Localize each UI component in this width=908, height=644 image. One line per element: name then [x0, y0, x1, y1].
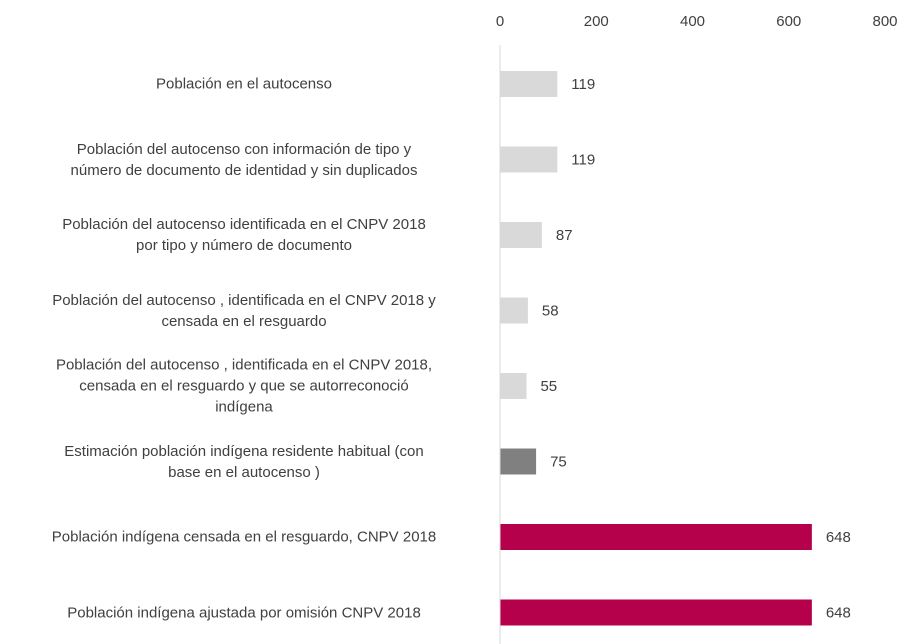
category-label: Población del autocenso , identificada e… — [55, 356, 433, 416]
bar — [500, 297, 528, 324]
value-label: 648 — [826, 529, 851, 546]
bar — [500, 448, 537, 475]
category-label: Población indígena censada en el resguar… — [51, 528, 437, 546]
x-tick-label: 0 — [496, 13, 504, 30]
bar — [500, 146, 558, 173]
value-label: 58 — [542, 302, 559, 319]
value-label: 119 — [571, 76, 595, 93]
x-tick-label: 800 — [872, 13, 897, 30]
x-tick-label: 200 — [584, 13, 609, 30]
value-label: 119 — [571, 151, 595, 168]
category-label: Población del autocenso identificada en … — [62, 216, 426, 254]
category-label: Población del autocenso con información … — [70, 140, 418, 179]
bar — [500, 524, 812, 550]
x-tick-label: 600 — [776, 13, 801, 30]
value-label: 55 — [540, 378, 557, 395]
x-tick-label: 400 — [680, 13, 705, 30]
bar — [500, 373, 527, 399]
value-label: 75 — [550, 453, 567, 470]
value-label: 87 — [556, 227, 573, 244]
value-label: 648 — [826, 604, 851, 621]
bar — [500, 71, 558, 97]
category-label: Población del autocenso , identificada e… — [52, 291, 436, 330]
category-label: Estimación población indígena residente … — [64, 442, 424, 481]
category-label: Población indígena ajustada por omisión … — [67, 604, 421, 621]
bar — [500, 222, 542, 248]
category-label: Población en el autocenso — [156, 75, 332, 93]
bar — [500, 599, 812, 626]
